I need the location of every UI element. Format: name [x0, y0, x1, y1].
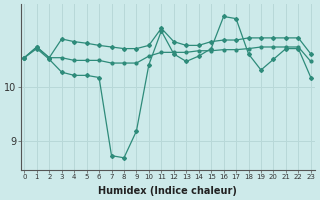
- X-axis label: Humidex (Indice chaleur): Humidex (Indice chaleur): [98, 186, 237, 196]
